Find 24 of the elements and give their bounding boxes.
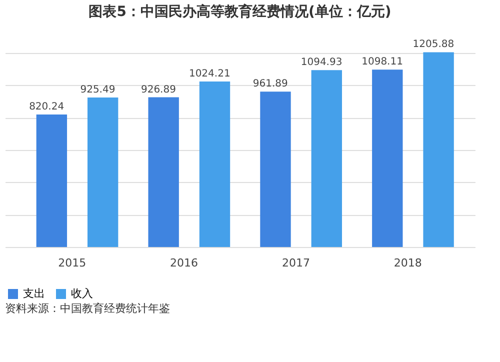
data-label: 820.24 [29,102,64,112]
legend-label: 收入 [71,287,93,300]
bar [423,52,454,247]
bar [372,70,403,247]
data-label: 1024.21 [188,68,230,80]
legend-label: 支出 [23,287,45,300]
x-tick-label: 2017 [282,256,310,270]
data-label: 961.89 [252,78,288,90]
bar [87,98,118,247]
x-tick-label: 2018 [394,256,422,270]
text: 资料来源：中国教育经费统计年鉴 [5,302,170,315]
data-label: 1098.11 [362,56,403,68]
data-label: 1205.88 [412,39,454,50]
chart-title: 图表5：中国民办高等教育经费情况(单位：亿元) [88,3,392,20]
data-label: 926.89 [140,84,176,96]
bar [260,92,291,247]
bar [36,114,68,247]
bar [199,82,230,247]
x-tick-label: 2016 [170,256,198,270]
x-tick-label: 2015 [58,256,86,270]
bar [148,97,179,247]
bar [311,70,342,247]
data-label: 925.49 [80,84,116,96]
data-label: 1094.93 [300,57,342,68]
